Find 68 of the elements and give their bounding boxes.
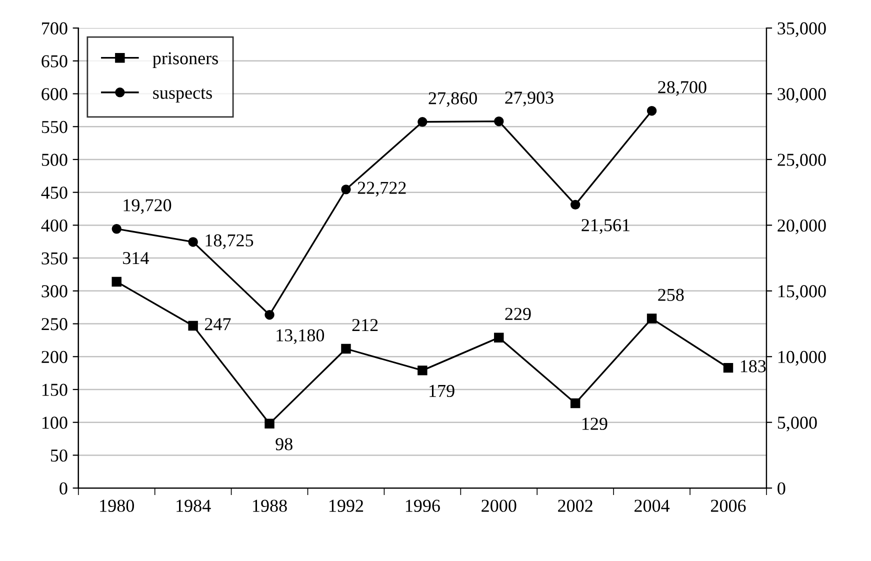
text: 27,860 bbox=[428, 92, 477, 107]
y2-tick-label: 15,000 bbox=[778, 285, 826, 300]
y-tick-label: 650 bbox=[42, 55, 68, 68]
point bbox=[418, 117, 428, 127]
point bbox=[112, 224, 122, 234]
y-tick-label: 0 bbox=[60, 482, 68, 495]
text: 314 bbox=[123, 252, 149, 264]
y-tick-label: 400 bbox=[41, 219, 68, 232]
y-tick-label: 250 bbox=[42, 318, 68, 330]
point bbox=[494, 332, 504, 342]
y-tick-label: 550 bbox=[42, 120, 68, 134]
point bbox=[341, 344, 351, 354]
y-tick-label: 200 bbox=[42, 350, 68, 364]
point bbox=[646, 314, 657, 324]
text: 13,180 bbox=[276, 329, 324, 344]
y2-tick-label: 0 bbox=[778, 482, 786, 495]
text: 19,720 bbox=[124, 199, 172, 214]
point bbox=[418, 366, 428, 376]
y2-tick-label: 10,000 bbox=[778, 350, 826, 366]
text: 28,700 bbox=[658, 81, 706, 96]
point bbox=[112, 276, 122, 287]
text: 27,903 bbox=[505, 92, 554, 106]
point bbox=[646, 106, 657, 116]
text: 229 bbox=[505, 308, 531, 320]
point bbox=[264, 418, 274, 429]
y-tick-label: 600 bbox=[42, 88, 68, 100]
text: 98 bbox=[276, 438, 292, 450]
text: 129 bbox=[582, 418, 608, 430]
point bbox=[341, 184, 351, 194]
point bbox=[570, 200, 580, 210]
x-tick-label: 1984 bbox=[176, 500, 211, 512]
y-tick-label: 300 bbox=[42, 285, 68, 298]
text: 183 bbox=[740, 360, 766, 372]
point bbox=[264, 310, 274, 320]
y2-tick-label: 25,000 bbox=[778, 154, 826, 169]
text: 258 bbox=[658, 288, 684, 301]
text: 18,725 bbox=[206, 234, 254, 250]
y-tick-label: 500 bbox=[42, 154, 68, 166]
legend-label: suspects bbox=[153, 88, 212, 103]
x-tick-label: 1996 bbox=[406, 500, 440, 512]
x-tick-label: 1980 bbox=[100, 500, 134, 512]
y2-tick-label: 20,000 bbox=[778, 219, 826, 234]
legend-label: prisoners bbox=[152, 52, 218, 68]
x-tick-label: 1988 bbox=[253, 500, 287, 512]
x-tick-label: 2006 bbox=[710, 500, 746, 512]
point bbox=[188, 320, 198, 331]
y-tick-label: 350 bbox=[42, 252, 68, 264]
x-tick-label: 2000 bbox=[482, 500, 516, 512]
point bbox=[570, 398, 580, 408]
point bbox=[723, 362, 734, 373]
text: 212 bbox=[352, 319, 378, 332]
point bbox=[188, 237, 198, 247]
y-tick-label: 450 bbox=[41, 186, 68, 199]
x-tick-label: 1992 bbox=[330, 500, 364, 512]
text: 247 bbox=[204, 318, 231, 330]
y-tick-label: 700 bbox=[42, 22, 68, 34]
text: 22,722 bbox=[358, 182, 406, 197]
x-tick-label: 2002 bbox=[558, 500, 592, 512]
y2-tick-label: 35,000 bbox=[778, 22, 826, 38]
text: 21,561 bbox=[582, 219, 630, 234]
point bbox=[494, 116, 504, 126]
y-tick-label: 100 bbox=[42, 416, 68, 429]
y-tick-label: 150 bbox=[42, 384, 68, 396]
y2-tick-label: 30,000 bbox=[778, 88, 826, 103]
y-tick-label: 50 bbox=[50, 449, 68, 462]
text: 179 bbox=[430, 384, 454, 398]
x-tick-label: 2004 bbox=[634, 500, 670, 512]
y2-tick-label: 5,000 bbox=[778, 416, 817, 432]
